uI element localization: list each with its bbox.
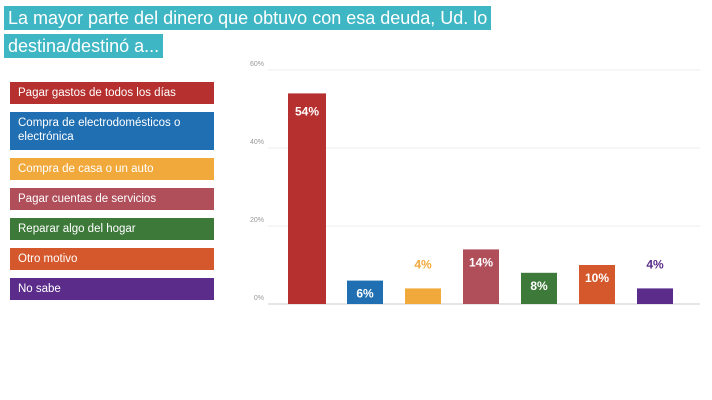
bar <box>347 280 383 304</box>
data-label: 4% <box>414 257 432 271</box>
chart-title-line-2: destina/destinó a... <box>4 34 164 58</box>
legend-item-casa-auto: Compra de casa o un auto <box>10 158 214 180</box>
legend-item-reparar-hogar: Reparar algo del hogar <box>10 218 214 240</box>
bar <box>579 265 615 304</box>
legend-item-cuentas-servicios: Pagar cuentas de servicios <box>10 188 214 210</box>
bar <box>288 93 326 305</box>
legend-item-otro-motivo: Otro motivo <box>10 248 214 270</box>
data-label: 54% <box>295 104 319 118</box>
y-tick-label: 20% <box>250 217 264 224</box>
bar <box>521 272 557 304</box>
y-tick-label: 40% <box>250 139 264 146</box>
legend-item-pagar-gastos: Pagar gastos de todos los días <box>10 82 214 104</box>
y-tick-label: 60% <box>250 61 264 68</box>
bar <box>637 288 673 304</box>
data-label: 10% <box>585 271 609 285</box>
chart-title-line-1: La mayor parte del dinero que obtuvo con… <box>4 6 492 30</box>
bar <box>463 249 499 304</box>
data-label: 4% <box>646 257 664 271</box>
legend-item-electrodomesticos: Compra de electrodomésticos o electrónic… <box>10 112 214 150</box>
bar <box>405 288 441 304</box>
legend: Pagar gastos de todos los días Compra de… <box>10 82 214 308</box>
y-tick-label: 0% <box>254 295 264 302</box>
data-label: 14% <box>469 255 493 269</box>
legend-item-no-sabe: No sabe <box>10 278 214 300</box>
data-label: 8% <box>530 279 548 293</box>
data-label: 6% <box>356 287 374 301</box>
